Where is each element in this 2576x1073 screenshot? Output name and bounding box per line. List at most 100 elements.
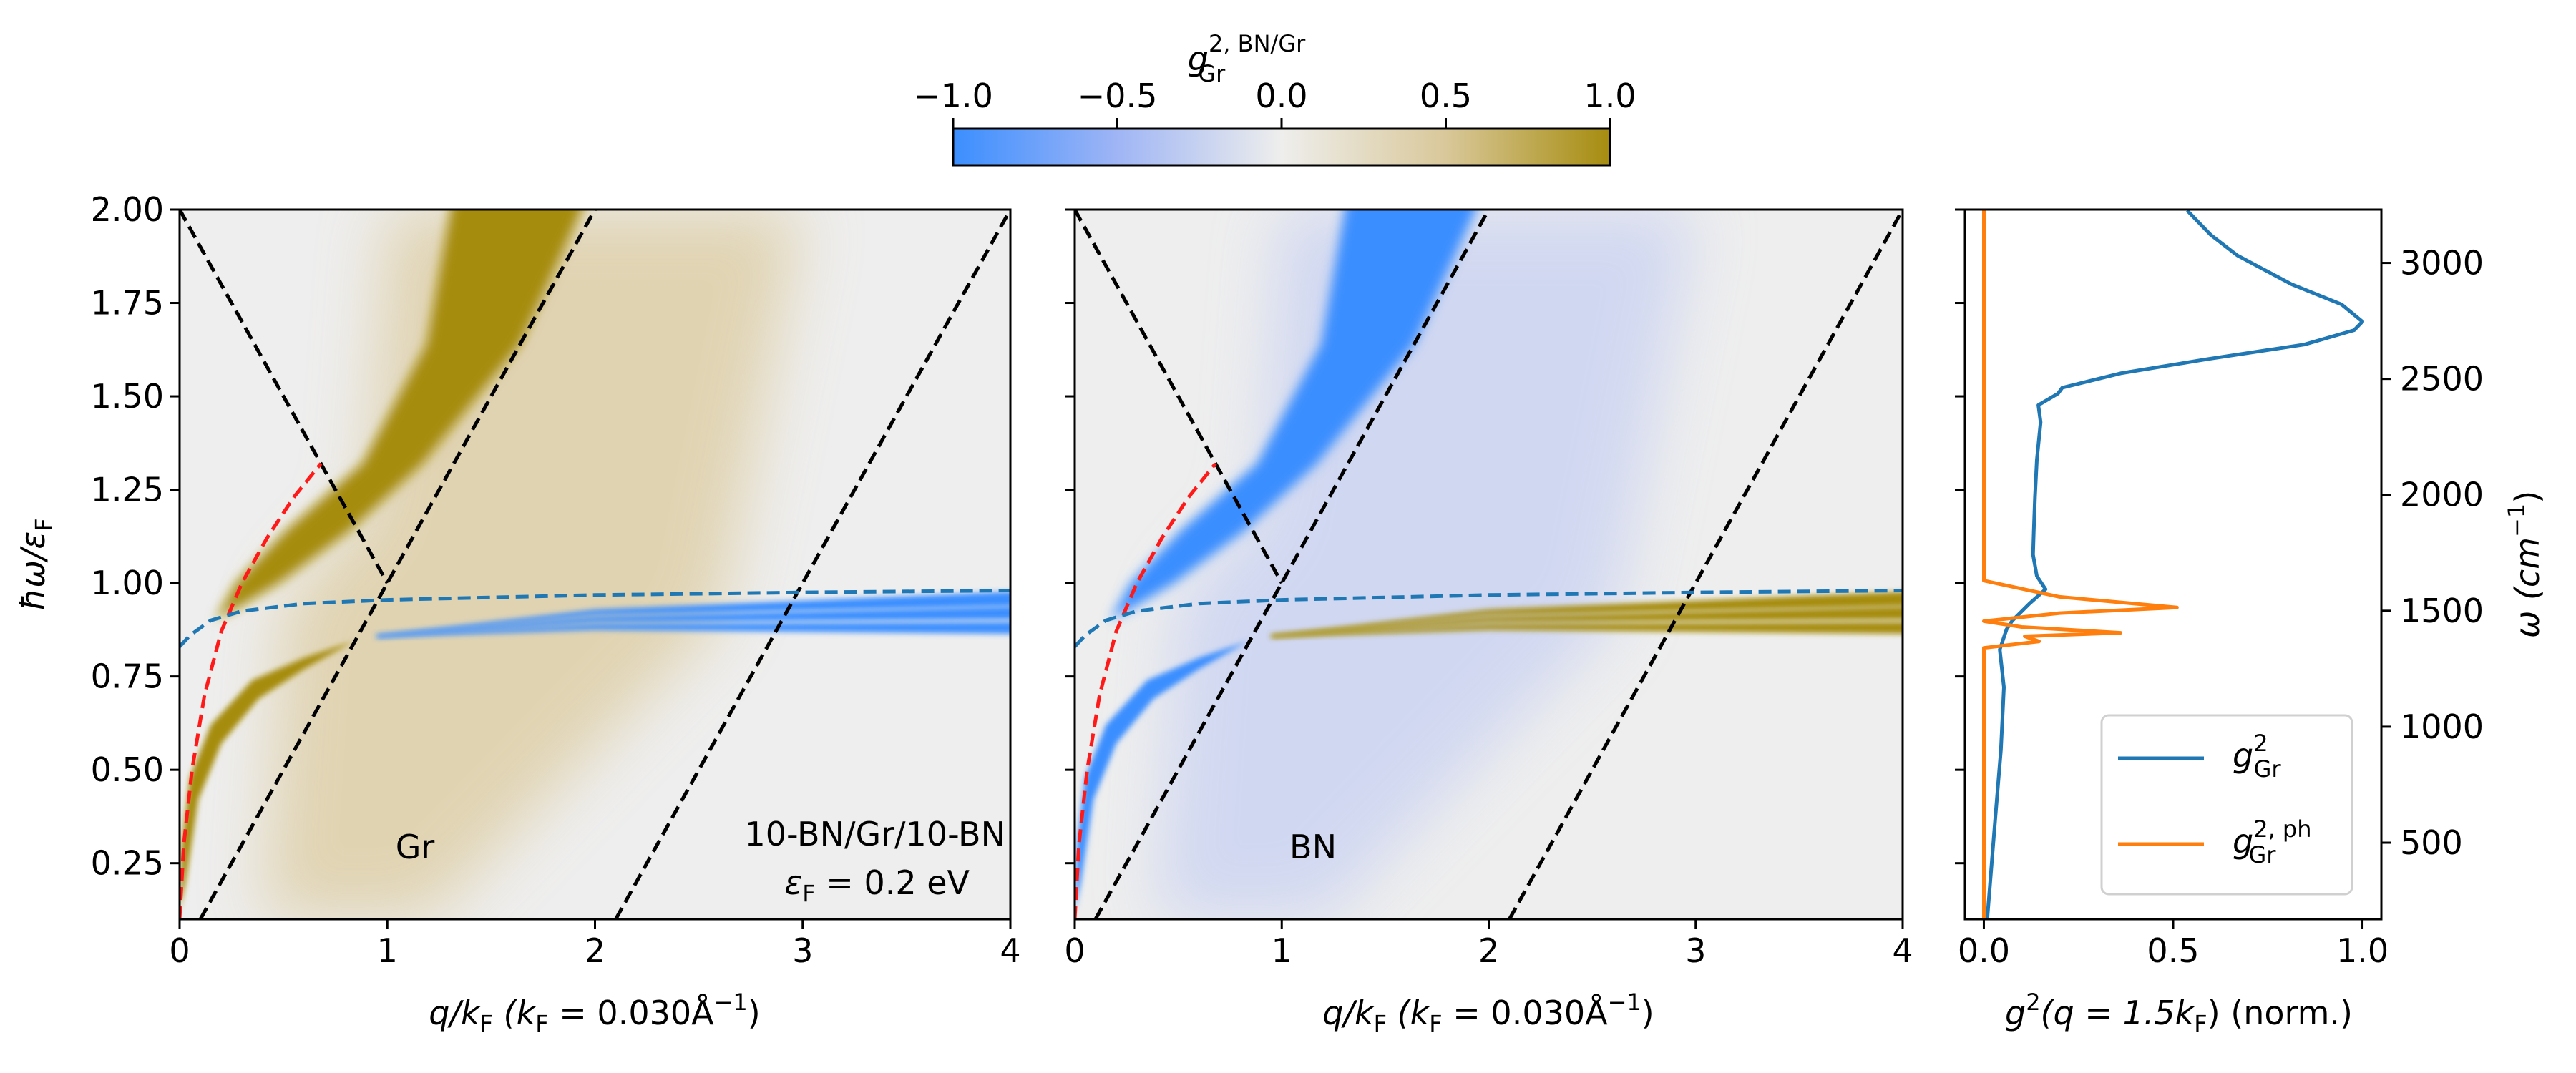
panel-bn: 0 1 2 3 4: [1064, 208, 1913, 970]
fermi-rest: = 0.2 eV: [816, 863, 970, 902]
xlabel-main: q/k: [429, 994, 482, 1032]
ylabel-main: ħω/ε: [14, 531, 52, 611]
annotation-bn: BN: [1289, 828, 1337, 866]
heatmap-streak: [1271, 592, 1903, 637]
y-tick-label-right: 2500: [2400, 360, 2484, 398]
colorbar-label-sub: Gr: [1198, 60, 1226, 87]
colorbar-tick-label: 1.0: [1584, 77, 1636, 115]
y-tick-label: 0.50: [91, 750, 164, 789]
colorbar-label: g2, BN/Gr Gr: [1188, 30, 1306, 87]
xlabel-main: g: [2005, 994, 2026, 1032]
red-dashed-curve: [1075, 462, 1217, 919]
xlabel-sup: −1: [714, 989, 748, 1016]
fermi-energy-label: εF = 0.2 eV: [784, 863, 970, 907]
y-tick-label: 2.00: [91, 190, 164, 229]
heatmap-diffuse-region: [1157, 210, 1696, 919]
panel-gr: 0 1 2 3 4 0.25 0.50 0.75 1.00 1.25 1.50 1.75 2.00: [91, 190, 1021, 970]
colorbar-gradient: [952, 127, 1611, 167]
heatmap-diffuse-region: [263, 210, 803, 919]
plasmon-dashed-curve: [180, 589, 1010, 648]
x-tick-label: 0: [169, 931, 190, 970]
light-cone-dashed-line: [614, 210, 1010, 919]
xlabel-sub2: F: [535, 1010, 548, 1037]
legend: g2 Gr g2, ph Gr: [2100, 714, 2353, 896]
colorbar-tick-label: −0.5: [1078, 77, 1158, 115]
system-label: 10-BN/Gr/10-BN: [745, 815, 1005, 853]
colorbar-tick-label: 0.5: [1420, 77, 1472, 115]
y-axis-label-right: ω (cm−1): [2503, 491, 2547, 638]
x-tick-label: 2: [1478, 931, 1499, 970]
xlabel-rest: (q = 1.5k: [2041, 994, 2196, 1032]
legend-main: g: [2233, 822, 2253, 861]
y-axis-label-left: ħω/εF: [14, 518, 57, 610]
x-tick-label: 1: [1272, 931, 1292, 970]
heatmap-streak: [376, 592, 1010, 637]
y-tick-label-right: 1000: [2400, 707, 2484, 746]
x-tick-label: 1: [377, 931, 398, 970]
heatmap-upper-band: [215, 210, 582, 621]
x-tick-label: 3: [792, 931, 813, 970]
light-cone-dashed-line: [198, 210, 597, 919]
xlabel-sup: −1: [1608, 989, 1641, 1016]
xlabel-rest2: = 0.030Å: [1443, 994, 1608, 1032]
y-tick-label: 0.25: [91, 844, 164, 883]
xlabel-rest: (k: [1387, 994, 1431, 1032]
heatmap-streak: [376, 622, 1010, 637]
y-tick-label: 1.50: [91, 377, 164, 416]
heatmap: [1075, 210, 1903, 919]
x-tick-label: 0.5: [2147, 931, 2199, 970]
legend-sub: Gr: [2249, 841, 2277, 868]
ylabel-sub: F: [30, 518, 57, 531]
fermi-sub: F: [802, 880, 815, 907]
light-cone-dashed-line: [1093, 210, 1491, 919]
light-cone-dashed-line: [1075, 210, 1284, 584]
series-line-g2: [1985, 210, 2364, 919]
xlabel-sub2: F: [1429, 1010, 1442, 1037]
xlabel-main: q/k: [1322, 994, 1375, 1032]
legend-sup: 2: [2253, 730, 2268, 757]
heatmap-streak: [1271, 606, 1903, 637]
legend-main: g: [2233, 736, 2253, 775]
legend-sub: Gr: [2254, 755, 2282, 783]
y-tick-label-right: 2000: [2400, 476, 2484, 514]
ylabel-end: ): [2508, 491, 2547, 504]
colorbar: g2, BN/Gr Gr −1.0 −0.5 0.0 0.5 1.0: [913, 30, 1636, 167]
xlabel-end: ): [748, 994, 761, 1032]
panel-spectrum: 0.0 0.5 1.0 500 1000 1500 2000 2500 3000: [1955, 208, 2484, 970]
light-cone-dashed-line: [180, 210, 389, 584]
xlabel-sub: F: [1374, 1010, 1387, 1037]
x-tick-label: 2: [585, 931, 605, 970]
annotation-gr: Gr: [396, 828, 435, 866]
y-tick-label: 0.75: [91, 657, 164, 696]
plasmon-dashed-curve: [1075, 589, 1903, 648]
x-tick-label: 0: [1064, 931, 1085, 970]
colorbar-tick-label: −1.0: [913, 77, 993, 115]
xlabel-end: ): [1641, 994, 1654, 1032]
y-tick-label-right: 3000: [2400, 244, 2484, 283]
xlabel-end: ) (norm.): [2207, 994, 2353, 1032]
heatmap-streak: [1271, 622, 1903, 637]
fermi-main: ε: [784, 863, 802, 902]
colorbar-tick-label: 0.0: [1255, 77, 1307, 115]
heatmap-streak: [376, 606, 1010, 637]
x-tick-label: 0.0: [1958, 931, 2010, 970]
xlabel-rest2: = 0.030Å: [549, 994, 714, 1032]
y-tick-label-right: 500: [2400, 823, 2463, 862]
y-tick-label: 1.25: [91, 471, 164, 509]
xlabel-sub: F: [480, 1010, 493, 1037]
red-dashed-curve: [180, 462, 323, 919]
x-tick-label: 3: [1685, 931, 1706, 970]
x-tick-label: 1.0: [2336, 931, 2389, 970]
x-axis-label-gr: q/kF (kF = 0.030Å−1): [429, 989, 760, 1037]
legend-label-g2-ph: g2, ph Gr: [2233, 815, 2312, 868]
y-tick-label: 1.75: [91, 284, 164, 323]
y-tick-label: 1.00: [91, 564, 164, 602]
legend-label-g2: g2 Gr: [2233, 730, 2281, 783]
x-tick-label: 4: [1892, 931, 1913, 970]
heatmap: [180, 210, 1010, 919]
xlabel-sup: 2: [2026, 989, 2040, 1016]
colorbar-label-main: g: [1188, 39, 1209, 78]
light-cone-dashed-line: [1508, 210, 1903, 919]
xlabel-sub: F: [2194, 1010, 2207, 1037]
